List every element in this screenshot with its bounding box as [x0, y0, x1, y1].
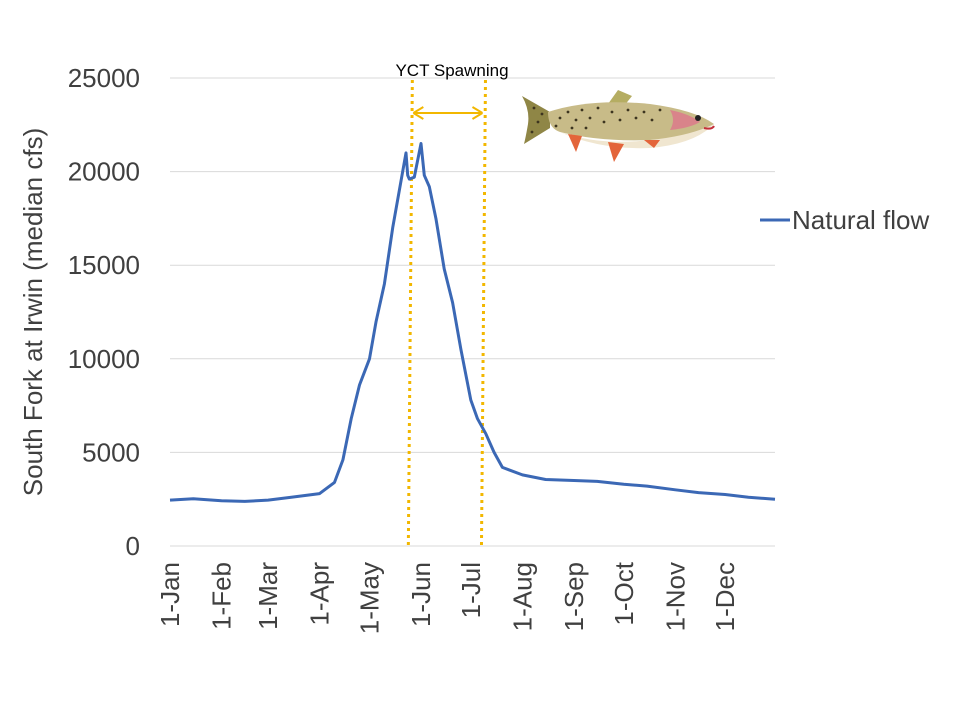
y-tick-label: 5000: [82, 437, 140, 467]
y-tick-label: 10000: [68, 344, 140, 374]
y-tick-label: 20000: [68, 157, 140, 187]
y-axis-label: South Fork at Irwin (median cfs): [18, 128, 48, 496]
spawning-window-label: YCT Spawning: [395, 61, 508, 80]
y-tick-label: 15000: [68, 250, 140, 280]
x-tick-label: 1-Nov: [660, 562, 690, 631]
x-tick-label: 1-Jul: [456, 562, 486, 618]
series-layer: [169, 142, 776, 503]
gridlines: [170, 77, 775, 547]
y-tick-label: 0: [126, 531, 140, 561]
x-tick-label: 1-Aug: [507, 562, 537, 631]
spawning-start-line: [406, 79, 414, 547]
y-axis-ticks: 0 5000 10000 15000 20000 25000: [68, 63, 140, 561]
legend: Natural flow: [760, 205, 929, 235]
x-axis-ticks: 1-Jan 1-Feb 1-Mar 1-Apr 1-May 1-Jun 1-Jul 1-Aug…: [155, 561, 740, 634]
x-tick-label: 1-Oct: [609, 561, 639, 625]
x-tick-label: 1-May: [354, 562, 384, 634]
spawning-window-lines: [406, 79, 487, 547]
y-tick-label: 25000: [68, 63, 140, 93]
spawning-end-line: [479, 79, 487, 547]
spawning-arrow-left-head: [412, 106, 424, 120]
x-tick-label: 1-Jan: [155, 562, 185, 627]
x-tick-label: 1-Feb: [207, 562, 237, 630]
x-tick-label: 1-Mar: [253, 562, 283, 630]
x-tick-label: 1-Apr: [305, 562, 335, 626]
x-tick-label: 1-Jun: [406, 562, 436, 627]
x-tick-label: 1-Sep: [559, 562, 589, 631]
spawning-arrow-right-head: [471, 106, 483, 120]
x-tick-label: 1-Dec: [710, 562, 740, 631]
legend-label-natural-flow: Natural flow: [792, 205, 929, 235]
series-line-natural-flow: [169, 142, 776, 503]
cutthroat-trout-icon: [522, 90, 715, 162]
